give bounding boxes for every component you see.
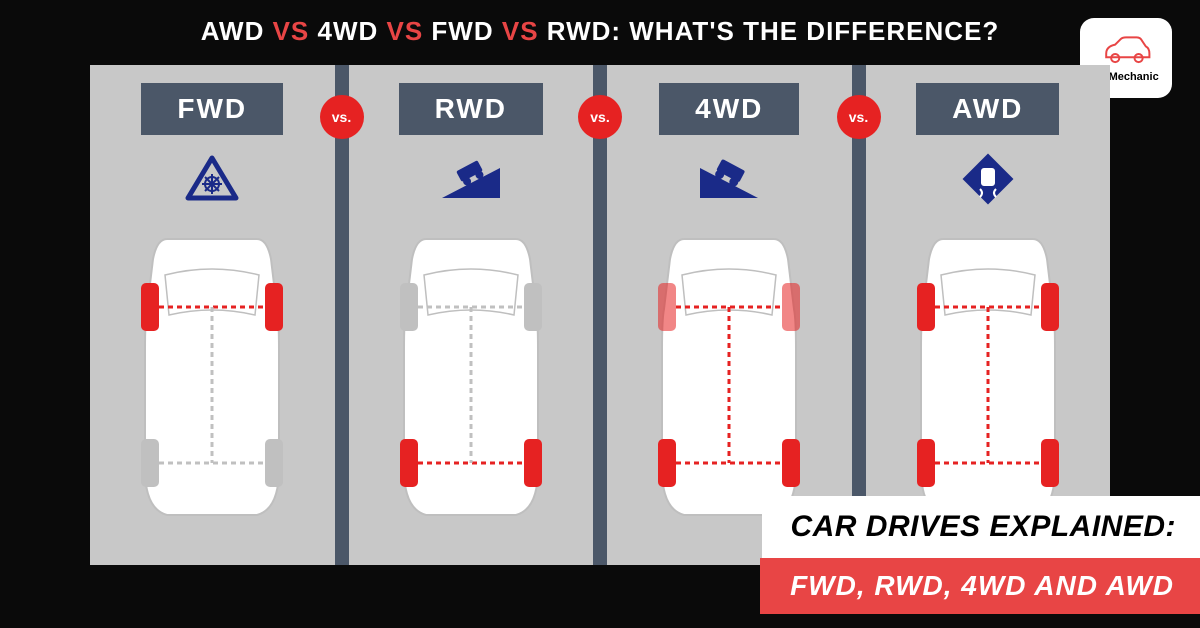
overlay-title: CAR DRIVES EXPLAINED:	[762, 496, 1200, 558]
drive-label: RWD	[399, 83, 543, 135]
vs-badge: vs.	[578, 95, 622, 139]
drive-label: AWD	[916, 83, 1059, 135]
drive-column-fwd: FWD	[90, 65, 335, 565]
brand-right: Mechanic	[1109, 71, 1159, 83]
column-divider: vs.	[335, 65, 349, 565]
title-part: RWD: WHAT'S THE DIFFERENCE?	[547, 16, 1000, 46]
drive-label: 4WD	[659, 83, 799, 135]
drive-column-rwd: RWD	[349, 65, 594, 565]
title-part: VS	[264, 16, 317, 46]
car-diagram	[117, 219, 307, 529]
drive-label: FWD	[141, 83, 283, 135]
vs-badge: vs.	[320, 95, 364, 139]
title-part: VS	[494, 16, 547, 46]
drive-column-awd: AWD	[866, 65, 1111, 565]
car-diagram	[376, 219, 566, 529]
title-part: 4WD	[318, 16, 379, 46]
climb-left-icon	[436, 149, 506, 209]
vs-badge: vs.	[837, 95, 881, 139]
title-part: FWD	[431, 16, 493, 46]
snow-triangle-icon	[184, 149, 240, 209]
car-diagram	[634, 219, 824, 529]
page-title: AWD VS 4WD VS FWD VS RWD: WHAT'S THE DIF…	[0, 0, 1200, 59]
car-icon	[1099, 33, 1153, 67]
drive-column-4wd: 4WD	[607, 65, 852, 565]
car-diagram	[893, 219, 1083, 529]
comparison-panel: FWD vs. RWD	[90, 65, 1110, 565]
column-divider: vs.	[852, 65, 866, 565]
column-divider: vs.	[593, 65, 607, 565]
overlay-subtitle: FWD, RWD, 4WD AND AWD	[760, 558, 1200, 614]
title-part: VS	[378, 16, 431, 46]
title-part: AWD	[201, 16, 265, 46]
climb-right-icon	[694, 149, 764, 209]
diamond-skid-icon	[958, 149, 1018, 209]
